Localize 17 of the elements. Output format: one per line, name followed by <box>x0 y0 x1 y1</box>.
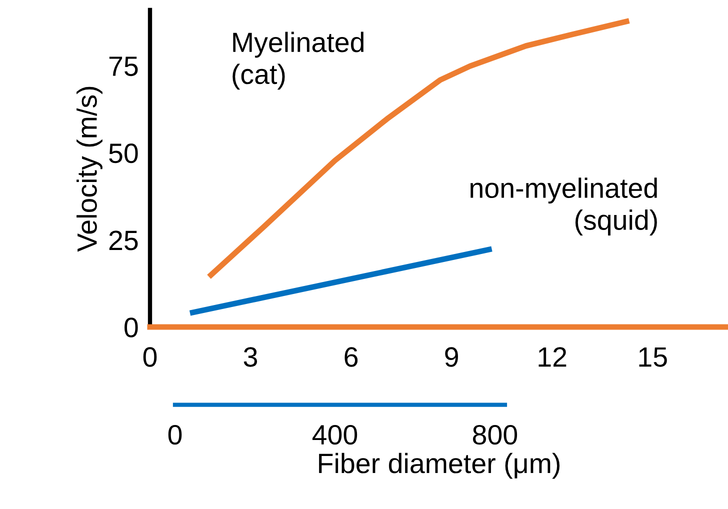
x2-tick-label: 0 <box>168 424 182 445</box>
y-tick-label: 25 <box>109 230 138 250</box>
x-tick-label: 6 <box>344 347 358 367</box>
y-tick-label: 75 <box>109 56 138 76</box>
y-tick-label: 50 <box>109 143 138 164</box>
x-tick-label: 9 <box>445 347 458 367</box>
y-tick-label: 0 <box>124 318 138 338</box>
x-axis-title: Fiber diameter (μm) <box>319 452 560 479</box>
x-tick-label: 12 <box>538 347 566 367</box>
x2-tick-label: 800 <box>472 424 518 445</box>
series-label: non-myelinated (squid) <box>470 178 657 236</box>
series-label: Myelinated (cat) <box>232 32 364 90</box>
x2-tick-label: 400 <box>312 424 358 445</box>
x-tick-label: 3 <box>244 347 258 367</box>
x-tick-label: 0 <box>143 347 157 367</box>
x-tick-label: 15 <box>639 347 667 367</box>
y-axis-title: Velocity (m/s) <box>76 86 102 252</box>
